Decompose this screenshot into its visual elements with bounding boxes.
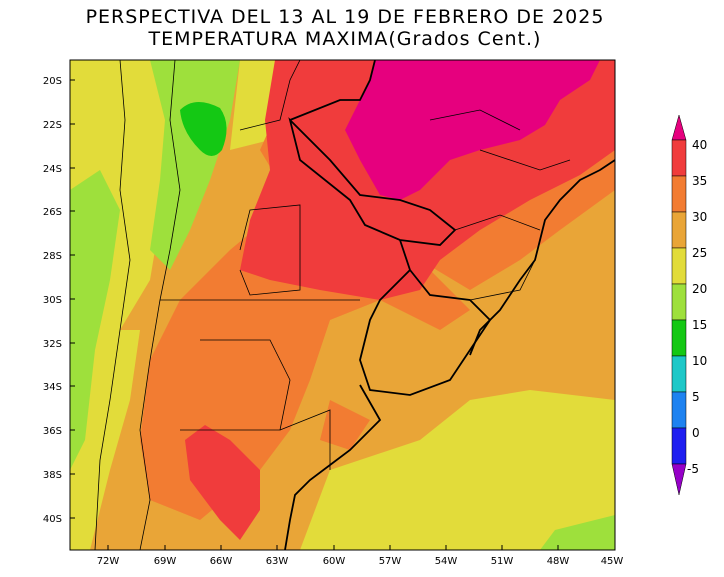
lat-tick-label: 30S	[43, 295, 62, 306]
legend-label: 0	[692, 426, 700, 440]
lat-tick-label: 34S	[43, 382, 62, 393]
state-line	[429, 109, 521, 131]
state-line	[454, 214, 541, 231]
chile-argentina-border	[94, 60, 131, 550]
province-line	[279, 409, 331, 470]
map-title-line1: PERSPECTIVA DEL 13 AL 19 DE FEBRERO DE 2…	[85, 6, 605, 28]
lon-tick-label: 69W	[154, 556, 177, 567]
lat-tick-label: 26S	[43, 207, 62, 218]
band-15-20-ocean	[540, 515, 615, 550]
lon-tick-label: 45W	[601, 556, 624, 567]
political-boundaries	[94, 60, 360, 550]
lon-tick-label: 54W	[435, 556, 458, 567]
province-line	[239, 204, 301, 296]
band-20-25-southeast	[300, 390, 615, 550]
legend-swatch-above-40	[671, 114, 687, 141]
lon-tick-label: 72W	[97, 556, 120, 567]
lat-tick-label: 38S	[43, 470, 62, 481]
brazil-state-lines	[429, 109, 571, 301]
lon-tick-marks	[107, 545, 559, 550]
legend-label: 40	[692, 138, 707, 152]
argentina-coast	[284, 384, 382, 550]
band-15-20-chile	[70, 170, 120, 470]
legend-swatch-30-35	[671, 175, 687, 213]
brazil-coast	[469, 159, 615, 356]
map-frame	[69, 59, 616, 551]
paraguay-border	[288, 117, 457, 246]
legend-swatch-5-10	[671, 355, 687, 393]
lat-tick-label: 32S	[43, 339, 62, 350]
legend-label: 35	[692, 174, 707, 188]
lat-tick-label: 40S	[43, 514, 62, 525]
legend-swatch-minus5-0	[671, 427, 687, 465]
country-borders	[284, 60, 615, 550]
legend-label: -5	[687, 462, 699, 476]
lon-tick-label: 66W	[210, 556, 233, 567]
band-above-40	[345, 60, 600, 200]
legend-label: 10	[692, 354, 707, 368]
legend-swatch-0-5	[671, 391, 687, 429]
map-title-line2: TEMPERATURA MAXIMA(Grados Cent.)	[148, 28, 542, 50]
legend-label: 5	[692, 390, 700, 404]
legend-swatch-10-15	[671, 319, 687, 357]
lat-tick-label: 22S	[43, 120, 62, 131]
band-35-40-south	[185, 425, 260, 540]
lat-tick-label: 28S	[43, 251, 62, 262]
lat-tick-label: 20S	[43, 76, 62, 87]
color-legend	[671, 114, 687, 496]
lon-tick-label: 57W	[379, 556, 402, 567]
lon-tick-label: 48W	[547, 556, 570, 567]
legend-swatch-below-minus5	[671, 463, 687, 496]
bolivia-paraguay-brazil-border	[289, 60, 376, 121]
lon-tick-label: 51W	[491, 556, 514, 567]
legend-label: 20	[692, 282, 707, 296]
latitude-axis: 20S 22S 24S 26S 28S 30S 32S 34S 36S 38S …	[43, 76, 62, 525]
state-line	[469, 259, 536, 301]
legend-label: 30	[692, 210, 707, 224]
lat-tick-label: 24S	[43, 164, 62, 175]
legend-swatch-20-25	[671, 247, 687, 285]
legend-labels: 40 35 30 25 20 15 10 5 0 -5	[687, 138, 707, 476]
legend-swatch-25-30	[671, 211, 687, 249]
lon-tick-label: 60W	[323, 556, 346, 567]
legend-swatch-15-20	[671, 283, 687, 321]
band-10-15	[180, 101, 227, 156]
temperature-field	[70, 60, 615, 550]
province-line	[180, 339, 291, 431]
lon-tick-label: 63W	[266, 556, 289, 567]
legend-label: 15	[692, 318, 707, 332]
bolivia-border	[239, 60, 301, 131]
legend-swatch-35-40	[671, 139, 687, 177]
band-30-35-pampa	[320, 400, 370, 450]
lat-tick-label: 36S	[43, 426, 62, 437]
state-line	[479, 149, 571, 171]
longitude-axis: 72W 69W 66W 63W 60W 57W 54W 51W 48W 45W	[97, 556, 624, 567]
lat-tick-marks	[70, 79, 75, 519]
legend-label: 25	[692, 246, 707, 260]
